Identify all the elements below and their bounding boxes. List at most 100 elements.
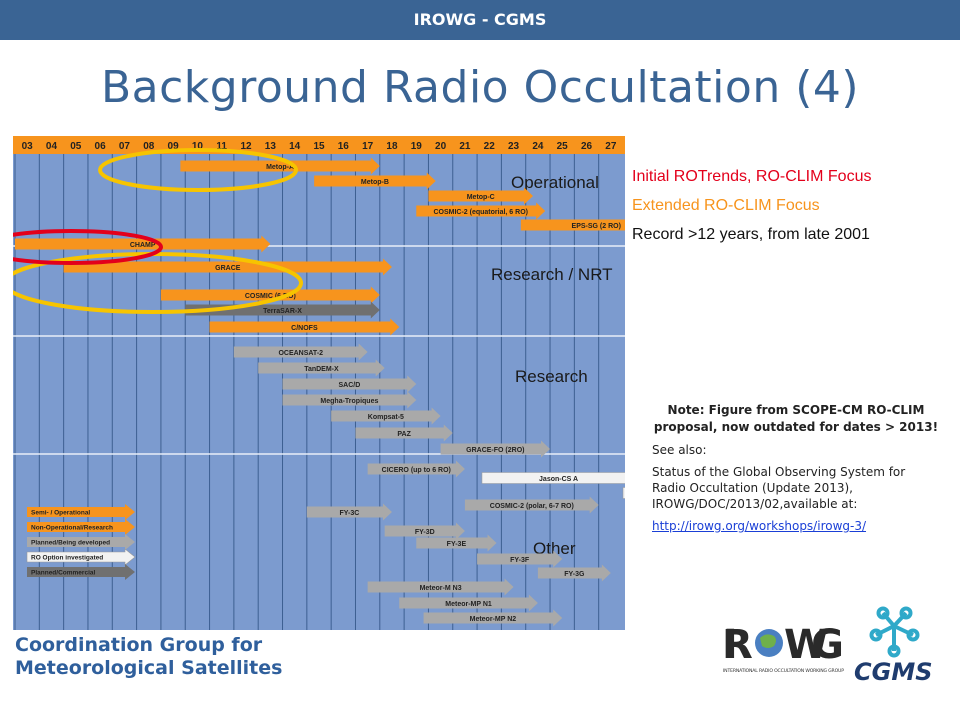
mission-label: Kompsat-5 [368, 414, 404, 421]
year-tick-label: 27 [605, 141, 617, 152]
svg-text:IR: IR [722, 622, 753, 668]
slide-title: Background Radio Occultation (4) [100, 62, 860, 113]
mission-label: COSMIC-2 (polar, 6-7 RO) [490, 503, 574, 510]
note-status-reference: Status of the Global Observing System fo… [652, 465, 906, 511]
mission-label: TanDEM-X [304, 366, 339, 373]
mission-bar [306, 503, 392, 521]
mission-label: Metop-A [266, 164, 294, 171]
mission-bar [399, 594, 538, 612]
year-tick-label: 15 [313, 141, 325, 152]
legend-label: Planned/Being developed [31, 540, 110, 547]
mission-label: PAZ [397, 431, 411, 438]
mission-label: Metop-C [467, 194, 495, 201]
mission-bar [331, 407, 441, 425]
mission-label: SAC/D [339, 382, 361, 389]
initial-focus-ellipse-champ [13, 229, 163, 265]
mission-label: C/NOFS [291, 325, 318, 332]
mission-bar [282, 391, 417, 409]
legend-label: RO Option investigated [31, 555, 103, 562]
year-tick-label: 21 [459, 141, 471, 152]
mission-label: Metop-B [361, 179, 389, 186]
mission-bar [160, 286, 380, 304]
org-line-2: Meteorological Satellites [15, 657, 283, 679]
year-tick-label: 24 [532, 141, 544, 152]
mission-bar [209, 318, 400, 336]
mission-bar [423, 609, 563, 627]
year-tick-label: 19 [411, 141, 423, 152]
irowg-logo: IR WG INTERNATIONAL RADIO OCCULTATION WO… [722, 622, 844, 674]
mission-label: CHAMP [130, 242, 156, 249]
legend-swatch [27, 504, 135, 520]
mission-label: Meteor-MP N1 [445, 601, 492, 608]
mission-label: FY-3E [447, 541, 467, 548]
mission-bar [520, 219, 625, 231]
irowg-workshop-link[interactable]: http://irowg.org/workshops/irowg-3/ [652, 519, 867, 533]
focus-record-length: Record >12 years, from late 2001 [632, 226, 870, 243]
year-tick-label: 11 [216, 141, 227, 152]
mission-label: COSMIC (6 RO) [245, 293, 296, 300]
mission-bar [314, 172, 436, 190]
legend-swatch [26, 548, 136, 566]
year-tick-label: 12 [240, 141, 252, 152]
mission-bar [440, 440, 551, 458]
mission-bar [355, 424, 453, 442]
mission-label: EPS-SG (2 RO) [572, 223, 621, 230]
mission-bar [464, 496, 599, 514]
year-tick-label: 25 [557, 141, 569, 152]
mission-label: Megha-Tropiques [320, 398, 378, 405]
group-label: Research / NRT [491, 265, 613, 284]
group-label: Research [515, 367, 588, 386]
year-tick-label: 22 [484, 141, 496, 152]
legend-label: Semi- / Operational [31, 510, 90, 517]
mission-bar [282, 375, 417, 393]
note-box: Note: Figure from SCOPE-CM RO-CLIM propo… [652, 402, 940, 540]
mission-bar [416, 534, 497, 552]
year-tick-label: 20 [435, 141, 447, 152]
cgms-logo-text: CGMS [854, 658, 932, 684]
extended-focus-ellipse-operational [98, 148, 298, 192]
mission-label: COSMIC-2 (equatorial, 6 RO) [433, 209, 528, 216]
mission-label: Jason-CS A [539, 476, 578, 483]
legend-label: Non-Operational/Research [31, 525, 113, 532]
mission-label: OCEANSAT-2 [278, 350, 323, 357]
mission-bar [477, 550, 563, 568]
year-tick-label: 03 [22, 141, 34, 152]
year-tick-label: 05 [70, 141, 82, 152]
mission-bar [622, 487, 625, 499]
focus-initial-rotrends: Initial ROTrends, RO-CLIM Focus [632, 168, 872, 185]
legend-label: Planned/Commercial [31, 570, 95, 577]
mission-bar [180, 157, 380, 175]
note-title: Note: Figure from SCOPE-CM RO-CLIM propo… [653, 403, 939, 434]
legend-swatch [27, 519, 135, 535]
svg-text:WG: WG [784, 622, 844, 668]
group-label: Other [533, 539, 576, 558]
mission-label: Meteor-M N3 [420, 585, 462, 592]
focus-extended-ro-clim: Extended RO-CLIM Focus [632, 197, 820, 214]
mission-label: FY-3F [510, 557, 530, 564]
year-tick-label: 23 [508, 141, 520, 152]
mission-label: Meteor-MP N2 [470, 616, 517, 623]
year-tick-label: 13 [265, 141, 277, 152]
mission-bar [481, 472, 625, 484]
year-tick-label: 04 [46, 141, 58, 152]
header-banner: IROWG - CGMS [0, 0, 960, 40]
year-tick-label: 08 [143, 141, 155, 152]
mission-label: FY-3G [564, 571, 585, 578]
group-label: Operational [511, 173, 599, 192]
mission-label: GRACE [215, 265, 241, 272]
mission-bar [428, 187, 534, 205]
cgms-logo: CGMS [854, 606, 932, 684]
cgms-org-name: Coordination Group for Meteorological Sa… [15, 634, 282, 680]
legend-swatch [27, 534, 135, 550]
org-line-1: Coordination Group for [15, 634, 263, 656]
mission-bar [15, 235, 271, 253]
year-tick-label: 07 [119, 141, 131, 152]
mission-bar [233, 343, 368, 361]
mission-bar [258, 359, 385, 377]
mission-label: FY-3C [339, 510, 359, 517]
mission-label: GRACE-FO (2RO) [466, 447, 524, 454]
mission-label: FY-3D [415, 529, 435, 536]
year-tick-label: 18 [386, 141, 398, 152]
year-tick-label: 10 [192, 141, 204, 152]
mission-bar [416, 202, 546, 220]
